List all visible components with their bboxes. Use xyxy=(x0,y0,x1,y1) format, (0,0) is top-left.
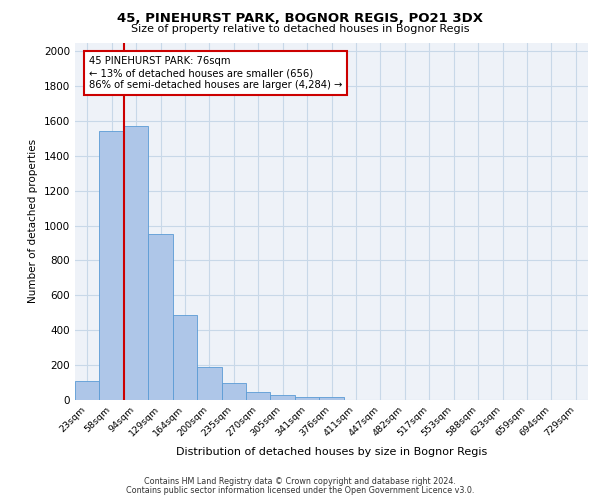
X-axis label: Distribution of detached houses by size in Bognor Regis: Distribution of detached houses by size … xyxy=(176,446,487,456)
Text: Contains public sector information licensed under the Open Government Licence v3: Contains public sector information licen… xyxy=(126,486,474,495)
Y-axis label: Number of detached properties: Number of detached properties xyxy=(28,139,38,304)
Bar xyxy=(246,392,271,400)
Bar xyxy=(319,398,344,400)
Bar xyxy=(148,234,173,400)
Text: Contains HM Land Registry data © Crown copyright and database right 2024.: Contains HM Land Registry data © Crown c… xyxy=(144,477,456,486)
Bar xyxy=(221,384,246,400)
Bar xyxy=(197,367,221,400)
Bar xyxy=(124,126,148,400)
Text: 45, PINEHURST PARK, BOGNOR REGIS, PO21 3DX: 45, PINEHURST PARK, BOGNOR REGIS, PO21 3… xyxy=(117,12,483,24)
Bar xyxy=(271,395,295,400)
Bar xyxy=(100,132,124,400)
Bar xyxy=(75,381,100,400)
Bar xyxy=(173,314,197,400)
Text: 45 PINEHURST PARK: 76sqm
← 13% of detached houses are smaller (656)
86% of semi-: 45 PINEHURST PARK: 76sqm ← 13% of detach… xyxy=(89,56,342,90)
Bar xyxy=(295,396,319,400)
Text: Size of property relative to detached houses in Bognor Regis: Size of property relative to detached ho… xyxy=(131,24,469,34)
